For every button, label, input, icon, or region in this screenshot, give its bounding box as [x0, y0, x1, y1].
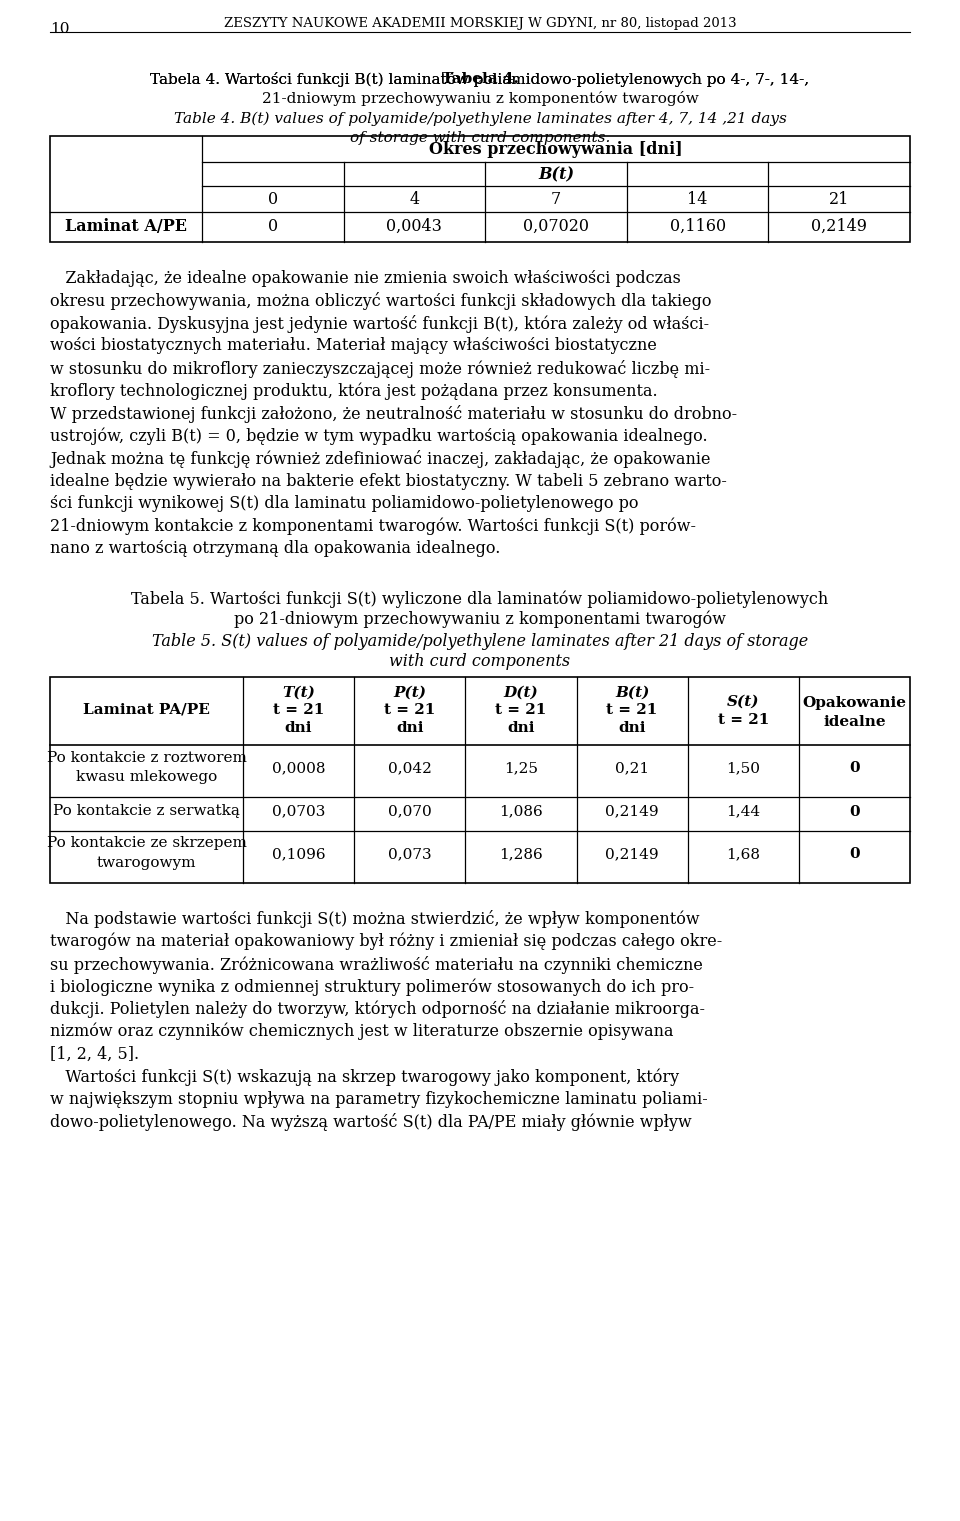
Text: 7: 7 [551, 192, 562, 208]
Text: 0,1160: 0,1160 [669, 218, 726, 236]
Text: 1,50: 1,50 [727, 762, 760, 776]
Text: twarogów na materiał opakowaniowy był różny i zmieniał się podczas całego okre-: twarogów na materiał opakowaniowy był ró… [50, 932, 722, 951]
Text: t = 21: t = 21 [495, 704, 546, 718]
Text: Table 4. B(t) values of polyamide/polyethylene laminates after 4, 7, 14 ,21 days: Table 4. B(t) values of polyamide/polyet… [174, 113, 786, 126]
Text: S(t): S(t) [727, 695, 759, 709]
Text: 1,68: 1,68 [727, 847, 760, 861]
Text: 1,086: 1,086 [499, 805, 542, 818]
Text: Na podstawie wartości funkcji S(t) można stwierdzić, że wpływ komponentów: Na podstawie wartości funkcji S(t) można… [50, 911, 700, 928]
Text: dukcji. Polietylen należy do tworzyw, których odporność na działanie mikroorga-: dukcji. Polietylen należy do tworzyw, kt… [50, 1001, 705, 1019]
Text: 1,44: 1,44 [726, 805, 760, 818]
Text: kroflory technologicznej produktu, która jest pożądana przez konsumenta.: kroflory technologicznej produktu, która… [50, 382, 658, 400]
Text: Opakowanie: Opakowanie [803, 697, 906, 710]
Text: Tabela 4. Wartości funkcji B(t) laminatów poliamidowo-polietylenowych po 4-, 7-,: Tabela 4. Wartości funkcji B(t) laminató… [151, 71, 809, 87]
Text: 0,1096: 0,1096 [272, 847, 325, 861]
Text: t = 21: t = 21 [384, 704, 436, 718]
Text: Wartości funkcji S(t) wskazują na skrzep twarogowy jako komponent, który: Wartości funkcji S(t) wskazują na skrzep… [50, 1068, 679, 1086]
Text: Laminat PA/PE: Laminat PA/PE [84, 703, 210, 716]
Text: 0: 0 [849, 847, 860, 861]
Text: t = 21: t = 21 [273, 704, 324, 718]
Text: 0,073: 0,073 [388, 847, 432, 861]
Text: 0,070: 0,070 [388, 805, 432, 818]
Text: Po kontakcie z roztworem: Po kontakcie z roztworem [47, 750, 247, 765]
Text: 0: 0 [849, 762, 860, 776]
Text: P(t): P(t) [394, 686, 426, 700]
Text: 0,0703: 0,0703 [272, 805, 325, 818]
Text: 0: 0 [268, 192, 277, 208]
Text: twarogowym: twarogowym [97, 856, 196, 870]
Text: 1,25: 1,25 [504, 762, 538, 776]
Text: ZESZYTY NAUKOWE AKADEMII MORSKIEJ W GDYNI, nr 80, listopad 2013: ZESZYTY NAUKOWE AKADEMII MORSKIEJ W GDYN… [224, 17, 736, 30]
Text: 0,2149: 0,2149 [605, 847, 659, 861]
Text: D(t): D(t) [504, 686, 539, 700]
Text: wości biostatycznych materiału. Materiał mający właściwości biostatyczne: wości biostatycznych materiału. Materiał… [50, 338, 657, 354]
Text: Okres przechowywania [dni]: Okres przechowywania [dni] [429, 141, 683, 158]
Text: 0,07020: 0,07020 [523, 218, 589, 236]
Text: 0,2149: 0,2149 [811, 218, 867, 236]
Text: B(t): B(t) [615, 686, 649, 700]
Text: ści funkcji wynikowej S(t) dla laminatu poliamidowo-polietylenowego po: ści funkcji wynikowej S(t) dla laminatu … [50, 494, 638, 513]
Text: dowo-polietylenowego. Na wyższą wartość S(t) dla PA/PE miały głównie wpływ: dowo-polietylenowego. Na wyższą wartość … [50, 1113, 692, 1132]
Text: okresu przechowywania, można obliczyć wartości funkcji składowych dla takiego: okresu przechowywania, można obliczyć wa… [50, 292, 711, 310]
Text: [1, 2, 4, 5].: [1, 2, 4, 5]. [50, 1045, 139, 1063]
Text: 21: 21 [829, 192, 850, 208]
Text: idealne: idealne [823, 715, 886, 729]
Text: Table 5. S(t) values of polyamide/polyethylene laminates after 21 days of storag: Table 5. S(t) values of polyamide/polyet… [152, 633, 808, 649]
Text: 21-dniowym kontakcie z komponentami twarogów. Wartości funkcji S(t) porów-: 21-dniowym kontakcie z komponentami twar… [50, 517, 696, 535]
Text: 4: 4 [409, 192, 420, 208]
Text: 10: 10 [50, 21, 69, 37]
Text: Po kontakcie z serwatką: Po kontakcie z serwatką [53, 803, 240, 817]
Bar [50, 677, 910, 882]
Bar [50, 135, 910, 242]
Text: 0,042: 0,042 [388, 762, 432, 776]
Text: 0,2149: 0,2149 [605, 805, 659, 818]
Text: 0,0043: 0,0043 [387, 218, 443, 236]
Text: nano z wartością otrzymaną dla opakowania idealnego.: nano z wartością otrzymaną dla opakowani… [50, 540, 500, 557]
Text: B(t): B(t) [538, 166, 574, 183]
Text: with curd components: with curd components [390, 653, 570, 669]
Text: po 21-dniowym przechowywaniu z komponentami twarogów: po 21-dniowym przechowywaniu z komponent… [234, 610, 726, 628]
Text: Laminat A/PE: Laminat A/PE [65, 218, 187, 236]
Text: dni: dni [618, 721, 646, 736]
Text: 14: 14 [687, 192, 708, 208]
Text: ustrojów, czyli B(t) = 0, będzie w tym wypadku wartością opakowania idealnego.: ustrojów, czyli B(t) = 0, będzie w tym w… [50, 427, 708, 446]
Text: dni: dni [396, 721, 423, 736]
Text: dni: dni [285, 721, 312, 736]
Text: of storage with curd components.: of storage with curd components. [349, 131, 611, 144]
Text: su przechowywania. Zróżnicowana wrażliwość materiału na czynniki chemiczne: su przechowywania. Zróżnicowana wrażliwo… [50, 955, 703, 973]
Text: 0,21: 0,21 [615, 762, 649, 776]
Text: T(t): T(t) [282, 686, 315, 700]
Text: 0: 0 [849, 805, 860, 818]
Text: Po kontakcie ze skrzepem: Po kontakcie ze skrzepem [47, 837, 247, 850]
Text: t = 21: t = 21 [717, 712, 769, 727]
Text: Tabela 4. Wartości funkcji B(t) laminatów poliamidowo-polietylenowych po 4-, 7-,: Tabela 4. Wartości funkcji B(t) laminató… [151, 71, 809, 87]
Text: kwasu mlekowego: kwasu mlekowego [76, 771, 217, 785]
Text: dni: dni [507, 721, 535, 736]
Text: w stosunku do mikroflory zanieczyszczającej może również redukować liczbę mi-: w stosunku do mikroflory zanieczyszczają… [50, 360, 710, 379]
Text: Tabela 4.: Tabela 4. [442, 71, 518, 87]
Text: opakowania. Dyskusyjna jest jedynie wartość funkcji B(t), która zależy od właści: opakowania. Dyskusyjna jest jedynie wart… [50, 315, 709, 333]
Text: Jednak można tę funkcję również zdefiniować inaczej, zakładając, że opakowanie: Jednak można tę funkcję również zdefinio… [50, 450, 710, 468]
Text: w największym stopniu wpływa na parametry fizykochemiczne laminatu poliami-: w największym stopniu wpływa na parametr… [50, 1091, 708, 1107]
Text: idealne będzie wywierało na bakterie efekt biostatyczny. W tabeli 5 zebrano wart: idealne będzie wywierało na bakterie efe… [50, 473, 727, 490]
Text: 0: 0 [268, 218, 277, 236]
Text: Zakładając, że idealne opakowanie nie zmienia swoich właściwości podczas: Zakładając, że idealne opakowanie nie zm… [50, 271, 681, 287]
Text: t = 21: t = 21 [607, 704, 658, 718]
Text: nizmów oraz czynników chemicznych jest w literaturze obszernie opisywana: nizmów oraz czynników chemicznych jest w… [50, 1024, 674, 1040]
Text: i biologiczne wynika z odmiennej struktury polimerów stosowanych do ich pro-: i biologiczne wynika z odmiennej struktu… [50, 978, 694, 996]
Text: W przedstawionej funkcji założono, że neutralność materiału w stosunku do drobno: W przedstawionej funkcji założono, że ne… [50, 405, 737, 423]
Text: 0,0008: 0,0008 [272, 762, 325, 776]
Text: Tabela 5. Wartości funkcji S(t) wyliczone dla laminatów poliamidowo-polietylenow: Tabela 5. Wartości funkcji S(t) wyliczon… [132, 590, 828, 608]
Text: 21-dniowym przechowywaniu z komponentów twarogów: 21-dniowym przechowywaniu z komponentów … [262, 91, 698, 106]
Text: 1,286: 1,286 [499, 847, 542, 861]
